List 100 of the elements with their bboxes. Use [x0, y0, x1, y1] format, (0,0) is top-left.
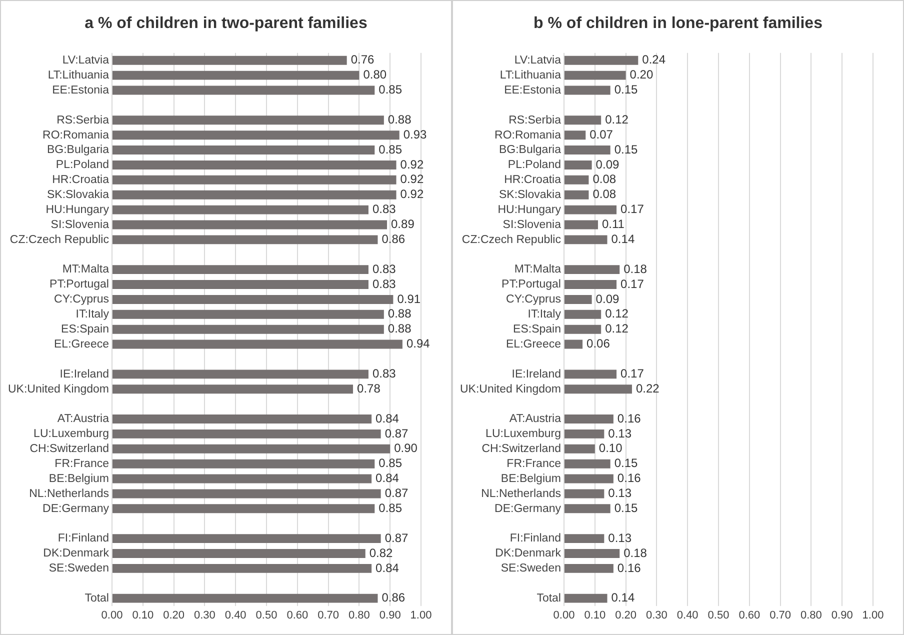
- bar: [564, 429, 604, 438]
- y-tick-label: BE:Belgium: [48, 472, 109, 485]
- data-label: 0.85: [378, 142, 402, 156]
- data-label: 0.14: [611, 590, 635, 605]
- y-tick-label: RO:Romania: [494, 129, 562, 142]
- y-tick-label: FI:Finland: [510, 532, 561, 545]
- bar: [564, 130, 586, 140]
- data-label: 0.18: [624, 546, 648, 560]
- data-label: 0.18: [624, 262, 648, 276]
- data-label: 0.11: [602, 217, 625, 232]
- data-label: 0.16: [617, 560, 642, 575]
- bar: [564, 549, 620, 558]
- bar: [112, 549, 366, 558]
- bar: [564, 146, 610, 155]
- x-tick-label: 0.90: [831, 609, 853, 622]
- y-tick-label: CH:Switzerland: [30, 443, 109, 456]
- bar: [112, 534, 381, 544]
- data-label: 0.08: [592, 187, 616, 202]
- bar: [112, 294, 394, 304]
- y-tick-label: IT:Italy: [76, 308, 110, 321]
- chart-title: b % of children in lone-parent families: [532, 15, 824, 33]
- y-tick-label: ES:Spain: [61, 324, 109, 336]
- bar: [112, 310, 384, 319]
- bar: [564, 340, 583, 349]
- y-tick-label: UK:United Kingdom: [8, 383, 109, 396]
- bar: [564, 160, 592, 170]
- y-tick-label: LV:Latvia: [62, 54, 110, 67]
- x-tick-label: 0.70: [318, 609, 340, 622]
- y-tick-label: Total: [536, 592, 561, 604]
- bar: [112, 190, 396, 200]
- bar: [112, 429, 381, 438]
- y-tick-label: BE:Belgium: [500, 472, 561, 485]
- bar: [564, 384, 632, 394]
- data-label: 0.15: [614, 500, 638, 515]
- y-tick-label: SK:Slovakia: [498, 189, 562, 202]
- y-tick-label: UK:United Kingdom: [460, 383, 561, 396]
- y-tick-label: CZ:Czech Republic: [10, 234, 110, 246]
- x-tick-label: 1.00: [862, 609, 884, 622]
- data-label: 0.84: [376, 471, 400, 486]
- y-tick-label: LT:Lithuania: [500, 69, 562, 82]
- y-tick-label: CZ:Czech Republic: [462, 234, 562, 246]
- data-label: 0.85: [378, 456, 402, 470]
- data-label: 0.83: [372, 262, 396, 276]
- y-tick-label: PT:Portugal: [50, 278, 109, 291]
- y-tick-label: HR:Croatia: [504, 174, 562, 186]
- bar: [564, 86, 610, 95]
- bar: [112, 280, 368, 290]
- bar: [564, 504, 610, 514]
- y-tick-label: DK:Denmark: [43, 548, 110, 560]
- y-tick-label: BG:Bulgaria: [498, 144, 562, 156]
- y-tick-label: RO:Romania: [42, 129, 110, 142]
- y-tick-label: FR:France: [506, 458, 561, 470]
- y-tick-label: DK:Denmark: [495, 548, 562, 560]
- y-tick-label: EL:Greece: [506, 338, 561, 350]
- x-tick-label: 0.00: [553, 609, 575, 622]
- y-tick-label: IE:Ireland: [512, 368, 561, 380]
- bar: [564, 370, 617, 379]
- data-label: 0.83: [372, 276, 396, 291]
- data-label: 0.16: [617, 471, 642, 486]
- y-tick-label: SE:Sweden: [500, 562, 561, 575]
- x-tick-label: 0.60: [286, 609, 308, 622]
- bar: [564, 489, 604, 498]
- y-tick-label: PL:Poland: [56, 159, 109, 172]
- bar: [112, 459, 375, 468]
- data-label: 0.13: [608, 530, 632, 545]
- bar: [112, 70, 360, 80]
- y-tick-label: EE:Estonia: [52, 84, 110, 96]
- y-tick-label: AT:Austria: [509, 413, 562, 426]
- bar: [564, 294, 592, 304]
- data-label: 0.84: [376, 411, 400, 426]
- bar: [112, 474, 372, 484]
- data-label: 0.92: [400, 187, 424, 202]
- data-label: 0.90: [394, 441, 418, 456]
- bar: [564, 56, 638, 65]
- data-label: 0.85: [378, 82, 402, 97]
- x-tick-label: 0.00: [101, 609, 123, 622]
- data-label: 0.84: [376, 560, 400, 575]
- bar: [564, 175, 589, 184]
- y-tick-label: CY:Cyprus: [54, 294, 110, 306]
- data-label: 0.82: [369, 546, 394, 560]
- bar: [112, 235, 378, 244]
- chart-title: a % of children in two-parent families: [84, 15, 368, 33]
- data-label: 0.86: [382, 590, 406, 605]
- bar: [564, 280, 617, 290]
- x-tick-label: 0.50: [256, 609, 278, 622]
- data-label: 0.13: [608, 486, 632, 500]
- data-label: 0.78: [357, 381, 381, 396]
- data-label: 0.24: [642, 52, 666, 67]
- x-tick-label: 1.00: [410, 609, 432, 622]
- data-label: 0.08: [592, 172, 616, 186]
- bar: [564, 324, 602, 334]
- bar: [112, 340, 402, 349]
- y-tick-label: IT:Italy: [528, 308, 562, 321]
- bar: [564, 235, 608, 244]
- data-label: 0.17: [620, 276, 644, 291]
- y-tick-label: FR:France: [54, 458, 109, 470]
- bar: [112, 489, 381, 498]
- x-tick-label: 0.80: [800, 609, 822, 622]
- bar: [112, 444, 390, 454]
- data-label: 0.15: [614, 142, 638, 156]
